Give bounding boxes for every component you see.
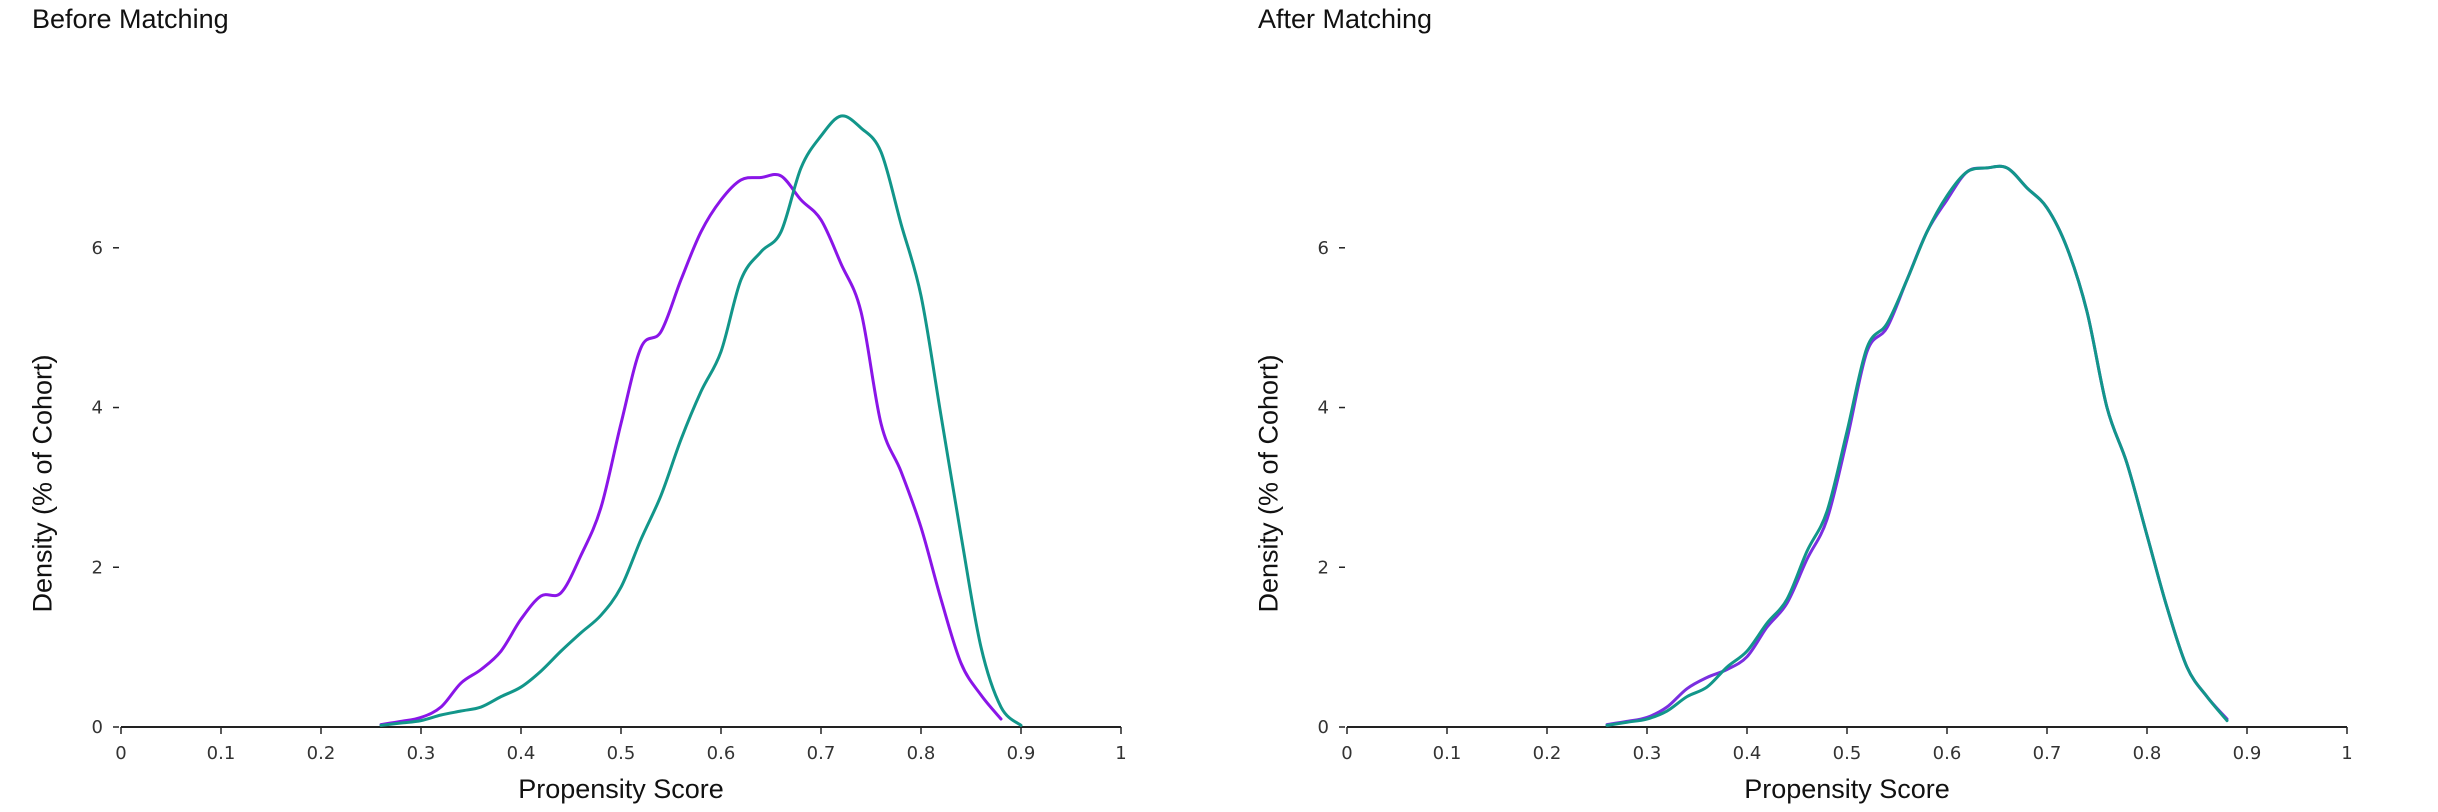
after-x-tick-label: 0.7 (2033, 743, 2062, 764)
before-y-tick-label: 2 (92, 557, 103, 578)
after-x-tick-label: 0.9 (2233, 743, 2262, 764)
before-x-tick-label: 1 (1115, 743, 1126, 764)
before-x-tick-label: 0.7 (807, 743, 836, 764)
after-x-tick-label: 0.8 (2133, 743, 2162, 764)
after-y-tick-label: 4 (1318, 398, 1329, 419)
after-series-1-line (1605, 164, 2229, 727)
before-series-0-line (379, 172, 1003, 727)
after-x-axis-label: Propensity Score (1744, 774, 1950, 804)
after-x-tick-label: 0.3 (1633, 743, 1662, 764)
after-x-tick-label: 0.4 (1733, 743, 1762, 764)
after-y-axis-label: Density (% of Cohort) (1253, 354, 1283, 612)
before-x-tick-label: 0.5 (607, 743, 636, 764)
before-x-tick-label: 0.3 (407, 743, 436, 764)
after-x-tick-label: 0.2 (1533, 743, 1562, 764)
after-y-tick-label: 6 (1318, 238, 1329, 259)
before-x-axis-label: Propensity Score (518, 774, 724, 804)
after-x-tick-label: 0 (1341, 743, 1352, 764)
after-x-tick-label: 0.6 (1933, 743, 1962, 764)
after-x-tick-label: 0.5 (1833, 743, 1862, 764)
before-x-tick-label: 0.6 (707, 743, 736, 764)
before-y-tick-label: 6 (92, 238, 103, 259)
before-y-tick-label: 0 (92, 717, 103, 738)
after-y-tick-label: 2 (1318, 557, 1329, 578)
before-x-tick-label: 0.2 (307, 743, 336, 764)
after-x-tick-label: 1 (2341, 743, 2352, 764)
before-y-axis-label: Density (% of Cohort) (27, 354, 57, 612)
chart-title-before: Before Matching (32, 4, 229, 34)
after-series-0-line (1605, 164, 2229, 727)
before-x-tick-label: 0.9 (1007, 743, 1036, 764)
after-x-tick-label: 0.1 (1433, 743, 1462, 764)
before-x-tick-label: 0.4 (507, 743, 536, 764)
before-x-tick-label: 0.1 (207, 743, 236, 764)
before-series-1-line (379, 114, 1023, 727)
before-x-tick-label: 0 (115, 743, 126, 764)
chart-title-after: After Matching (1258, 4, 1433, 34)
before-x-tick-label: 0.8 (907, 743, 936, 764)
before-y-tick-label: 4 (92, 398, 103, 419)
after-y-tick-label: 0 (1318, 717, 1329, 738)
